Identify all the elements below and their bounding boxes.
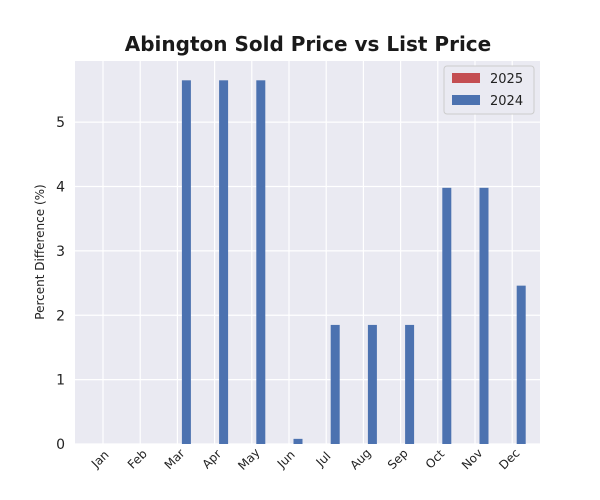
x-tick-label: Jul — [313, 449, 334, 470]
x-tick-label: Nov — [459, 446, 485, 472]
x-tick-label: Dec — [496, 446, 522, 472]
y-axis-label: Percent Difference (%) — [33, 184, 47, 319]
x-tick-label: Oct — [423, 447, 448, 472]
legend-swatch-2025 — [452, 73, 480, 83]
bar-2024-jun — [293, 438, 303, 444]
bar-2024-dec — [516, 285, 526, 444]
x-tick-label: Apr — [199, 447, 224, 472]
y-tick-label: 0 — [56, 437, 65, 453]
bar-2024-mar — [181, 80, 191, 445]
legend-label-2025: 2025 — [490, 72, 523, 87]
y-tick-label: 1 — [56, 373, 65, 389]
x-tick-label: Sep — [385, 446, 411, 472]
x-tick-label: May — [235, 445, 262, 472]
y-tick-label: 4 — [56, 180, 65, 196]
bar-2024-aug — [367, 324, 377, 444]
legend-label-2024: 2024 — [490, 94, 523, 109]
x-ticks: Jan Feb Mar Apr May Jun Jul Aug Sep Oct Nov Dec — [88, 445, 523, 472]
bar-2024-may — [256, 80, 266, 445]
bar-2024-apr — [219, 80, 229, 445]
y-ticks: 0 1 2 3 4 5 — [56, 115, 65, 453]
x-tick-label: Mar — [162, 446, 188, 472]
y-tick-label: 3 — [56, 244, 65, 260]
x-tick-label: Aug — [347, 446, 373, 472]
grid — [75, 61, 540, 445]
x-tick-label: Jun — [274, 448, 298, 472]
bar-2024-oct — [442, 187, 452, 444]
legend-swatch-2024 — [452, 95, 480, 105]
bars — [181, 80, 526, 445]
x-tick-label: Jan — [88, 448, 112, 472]
x-tick-label: Feb — [125, 447, 150, 472]
y-tick-label: 2 — [56, 308, 65, 324]
bar-2024-nov — [479, 187, 489, 444]
legend: 2025 2024 — [443, 65, 535, 115]
bar-2024-jul — [330, 324, 340, 444]
y-tick-label: 5 — [56, 115, 65, 131]
bar-2024-sep — [405, 324, 415, 444]
chart-title: Abington Sold Price vs List Price — [125, 32, 491, 56]
plot-area — [75, 61, 540, 444]
